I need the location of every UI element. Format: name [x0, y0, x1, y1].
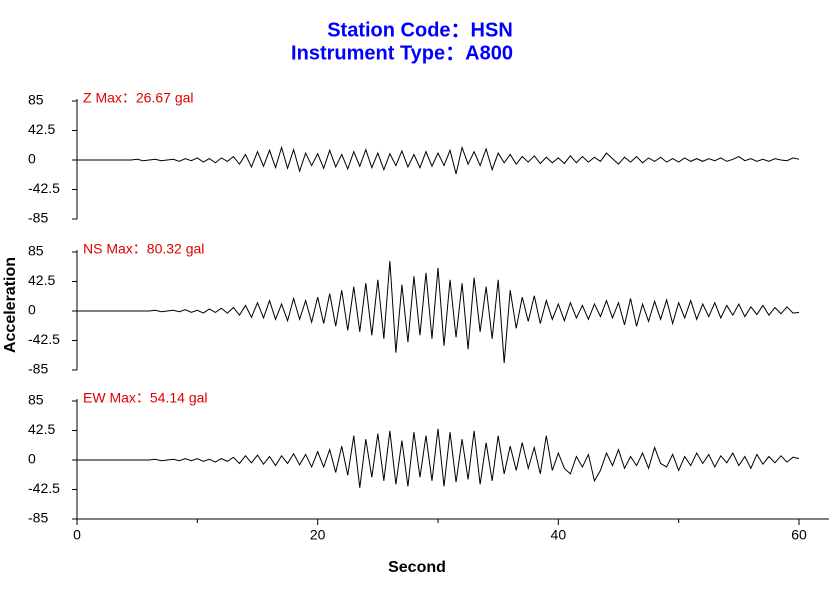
y-tick-label: 0 [28, 151, 36, 167]
y-tick-label: 42.5 [28, 421, 55, 437]
y-tick-label: 0 [28, 302, 36, 318]
y-tick-label: -42.5 [28, 480, 60, 496]
y-tick-label: 85 [28, 243, 44, 259]
trace [77, 145, 800, 175]
x-tick-label: 40 [551, 527, 567, 543]
x-tick-label: 60 [791, 527, 807, 543]
chart-subtitle: Instrument Type：A800 [291, 42, 513, 64]
y-tick-label: -85 [28, 210, 48, 226]
panel-annotation: Z Max：26.67 gal [83, 90, 194, 106]
y-tick-label: -42.5 [28, 180, 60, 196]
y-axis-label: Acceleration [2, 257, 19, 353]
y-tick-label: 85 [28, 92, 44, 108]
x-tick-label: 20 [310, 527, 326, 543]
panel-annotation: EW Max：54.14 gal [83, 390, 208, 406]
y-tick-label: 0 [28, 451, 36, 467]
y-tick-label: -42.5 [28, 331, 60, 347]
y-tick-label: 42.5 [28, 272, 55, 288]
y-tick-label: 85 [28, 392, 44, 408]
x-tick-label: 0 [73, 527, 81, 543]
trace [77, 428, 800, 488]
y-tick-label: -85 [28, 361, 48, 377]
panel-annotation: NS Max：80.32 gal [83, 241, 204, 257]
trace [77, 260, 800, 364]
y-tick-label: -85 [28, 510, 48, 526]
x-axis-label: Second [388, 559, 446, 576]
chart-title: Station Code：HSN [327, 19, 513, 41]
y-tick-label: 42.5 [28, 121, 55, 137]
